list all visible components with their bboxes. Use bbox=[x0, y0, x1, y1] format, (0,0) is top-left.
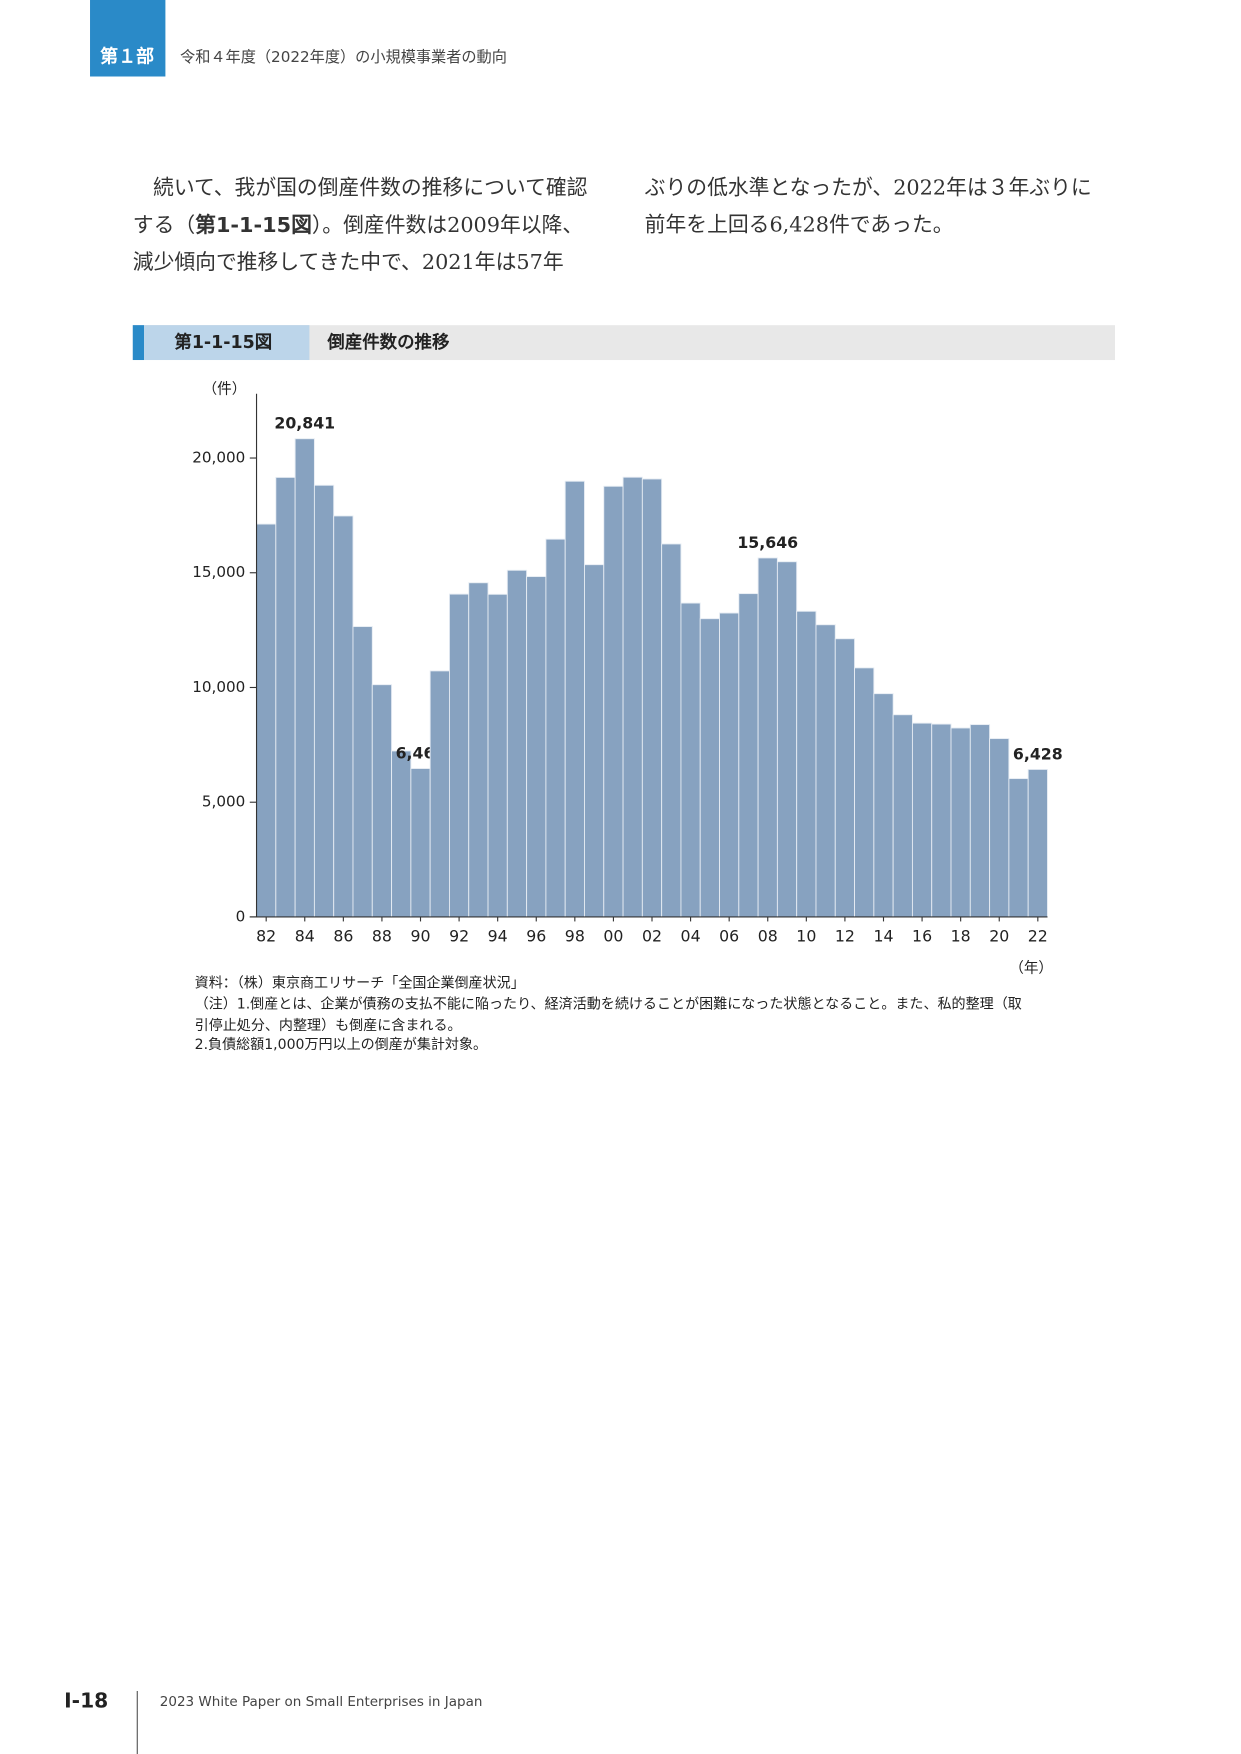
x-tick-label: 94 bbox=[488, 927, 508, 946]
bar bbox=[371, 684, 393, 918]
x-tick-label: 20 bbox=[989, 927, 1009, 946]
bar bbox=[661, 543, 682, 918]
bar bbox=[911, 722, 933, 918]
chart: 0 5,000 10,000 15,000 20,000 82 84 20,841 86 88 90… bbox=[192, 393, 1063, 946]
part-label: 第１部 bbox=[100, 45, 154, 67]
bar bbox=[719, 612, 740, 918]
x-tick-label: 98 bbox=[565, 927, 585, 946]
figure-number-box bbox=[144, 325, 310, 361]
bar bbox=[989, 738, 1010, 918]
x-tick-label: 06 bbox=[719, 927, 739, 946]
bar bbox=[352, 626, 373, 918]
data-label: 6,428 bbox=[1013, 744, 1063, 763]
figure-stripe bbox=[132, 325, 145, 361]
bar bbox=[526, 576, 547, 918]
bar bbox=[776, 561, 798, 918]
part-box bbox=[90, 0, 166, 77]
bar bbox=[333, 515, 354, 918]
x-tick-label: 18 bbox=[951, 927, 971, 946]
bar bbox=[275, 476, 296, 918]
body-line: する（第1-1-15図）。倒産件数は2009年以降、 bbox=[133, 213, 583, 238]
body-text: ）。倒産件数は2009年以降、 bbox=[312, 213, 583, 237]
note: 2.負債総額1,000万円以上の倒産が集計対象。 bbox=[195, 1036, 487, 1053]
bar bbox=[622, 476, 643, 918]
body-line: 前年を上回る6,428件であった。 bbox=[645, 213, 954, 237]
figure-ref: 第1-1-15図 bbox=[195, 213, 312, 237]
y-tick-label: 20,000 bbox=[192, 449, 245, 467]
note: （注）1.倒産とは、企業が債務の支払不能に陥ったり、経済活動を続けることが困難に… bbox=[195, 996, 1022, 1013]
bar bbox=[1027, 768, 1048, 918]
x-tick-label: 88 bbox=[372, 927, 392, 946]
x-tick-label: 86 bbox=[333, 927, 353, 946]
note: 資料：（株）東京商工リサーチ「全国企業倒産状況」 bbox=[195, 974, 525, 991]
data-label: 20,841 bbox=[274, 414, 335, 433]
x-tick-label: 02 bbox=[642, 927, 662, 946]
y-tick-label: 10,000 bbox=[192, 678, 245, 696]
y-tick-label: 0 bbox=[236, 907, 246, 925]
bar bbox=[448, 593, 470, 918]
y-tick-label: 5,000 bbox=[202, 793, 245, 811]
bar bbox=[391, 750, 412, 918]
bar bbox=[429, 670, 450, 918]
body-line: 続いて、我が国の倒産件数の推移について確認 bbox=[153, 176, 588, 200]
x-tick-label: 14 bbox=[873, 927, 893, 946]
bar bbox=[487, 593, 508, 918]
x-tick-label: 84 bbox=[295, 927, 315, 946]
bar bbox=[584, 564, 605, 918]
x-tick-label: 22 bbox=[1028, 927, 1048, 946]
x-axis-label: （年） bbox=[1009, 960, 1053, 977]
bar bbox=[834, 638, 856, 918]
bar bbox=[854, 667, 875, 918]
x-tick-label: 08 bbox=[758, 927, 778, 946]
body-line: ぶりの低水準となったが、2022年は３年ぶりに bbox=[645, 176, 1092, 200]
bar bbox=[969, 724, 991, 918]
note: 引停止処分、内整理）も倒産に含まれる。 bbox=[195, 1017, 462, 1034]
x-tick-label: 12 bbox=[835, 927, 855, 946]
bar bbox=[1008, 778, 1029, 918]
footer-title: 2023 White Paper on Small Enterprises in… bbox=[160, 1694, 483, 1710]
y-axis-label: （件） bbox=[203, 380, 247, 397]
data-label: 15,646 bbox=[737, 533, 798, 552]
bar bbox=[545, 538, 566, 918]
bar bbox=[950, 727, 971, 918]
bar bbox=[680, 602, 701, 918]
x-tick-label: 96 bbox=[526, 927, 546, 946]
x-tick-label: 82 bbox=[256, 927, 276, 946]
bar bbox=[796, 610, 817, 918]
bar bbox=[410, 768, 431, 918]
bar bbox=[873, 693, 894, 918]
figure-number: 第1-1-15図 bbox=[174, 332, 272, 353]
bar bbox=[256, 523, 277, 918]
x-tick-label: 90 bbox=[410, 927, 430, 946]
body-line: 減少傾向で推移してきた中で、2021年は57年 bbox=[133, 250, 564, 274]
header-title: 令和４年度（2022年度）の小規模事業者の動向 bbox=[180, 48, 507, 66]
y-tick-label: 15,000 bbox=[192, 563, 245, 581]
x-tick-label: 92 bbox=[449, 927, 469, 946]
body-text: する（ bbox=[133, 213, 195, 237]
bar bbox=[738, 593, 759, 918]
bar bbox=[294, 438, 315, 918]
bar bbox=[641, 478, 663, 918]
x-tick-label: 00 bbox=[603, 927, 623, 946]
x-tick-label: 04 bbox=[681, 927, 701, 946]
bar bbox=[506, 569, 528, 918]
bar bbox=[757, 557, 778, 918]
bar bbox=[313, 484, 335, 918]
bar bbox=[699, 618, 720, 918]
bar bbox=[468, 582, 489, 918]
bar bbox=[892, 714, 913, 918]
x-tick-label: 10 bbox=[796, 927, 816, 946]
bar bbox=[564, 480, 585, 918]
bar bbox=[931, 723, 952, 918]
x-tick-label: 16 bbox=[912, 927, 932, 946]
page-number: I-18 bbox=[64, 1689, 108, 1713]
figure-title: 倒産件数の推移 bbox=[326, 332, 450, 353]
bar bbox=[603, 485, 624, 918]
bar bbox=[815, 624, 836, 918]
